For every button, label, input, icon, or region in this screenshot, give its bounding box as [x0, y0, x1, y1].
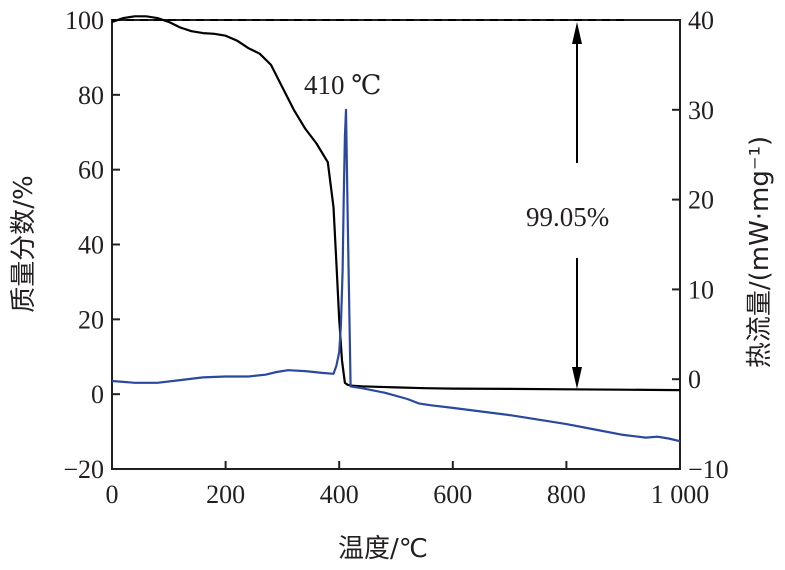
y-right-tick-label: 0: [688, 365, 701, 394]
y-left-tick-label: 20: [78, 305, 104, 334]
y-left-tick-label: 0: [91, 380, 104, 409]
peak-temperature-label: 410 ℃: [304, 70, 381, 100]
mass-loss-label: 99.05%: [526, 202, 609, 232]
y-left-tick-label: 60: [78, 156, 104, 185]
x-tick-label: 400: [320, 480, 359, 509]
x-tick-label: 0: [106, 480, 119, 509]
y-right-tick-label: 30: [688, 96, 714, 125]
mass-loss-arrow-up-head: [572, 22, 582, 44]
plot-frame: [111, 19, 681, 470]
x-tick-label: 600: [433, 480, 472, 509]
x-tick-label: 800: [547, 480, 586, 509]
y-right-tick-label: 40: [688, 6, 714, 35]
x-axis-title: 温度/℃: [338, 534, 428, 564]
y-left-tick-label: 100: [65, 6, 104, 35]
y-right-tick-label: −10: [688, 455, 729, 484]
y-right-tick-label: 20: [688, 186, 714, 215]
x-tick-label: 1 000: [651, 480, 710, 509]
annotation-layer: 410 ℃ 99.05%: [112, 19, 629, 389]
heat-flow-line: [111, 108, 681, 443]
mass-loss-arrow-down-head: [572, 367, 582, 389]
ticks-layer: 0 200 400 600 800 1 000−20020406080100−100102…: [63, 6, 728, 509]
series-layer: [111, 15, 681, 443]
y-axis-right-title: 热流量/(mW·mg⁻¹): [745, 136, 775, 368]
y-axis-left-title: 质量分数/%: [9, 175, 39, 312]
plot-area-border: [111, 19, 681, 470]
y-left-tick-label: 80: [78, 81, 104, 110]
y-left-tick-label: −20: [63, 455, 104, 484]
y-left-tick-label: 40: [78, 231, 104, 260]
x-tick-label: 200: [206, 480, 245, 509]
y-right-tick-label: 10: [688, 275, 714, 304]
mass-fraction-line: [111, 15, 681, 392]
